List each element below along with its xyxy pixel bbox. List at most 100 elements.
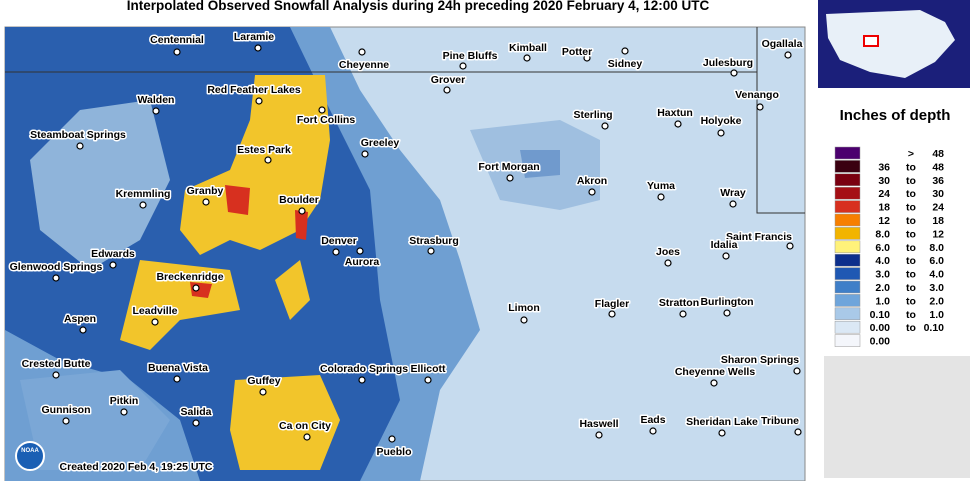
city-label: Saint Francis (726, 231, 792, 243)
legend-label: 6.0 (875, 242, 890, 254)
noaa-logo (15, 441, 45, 471)
city-dot (388, 435, 396, 443)
legend-swatch (834, 200, 861, 213)
city-label: Flagler (595, 298, 629, 310)
city-dot (664, 259, 672, 267)
legend-label: 36 (932, 175, 944, 187)
city-label: Guffey (247, 375, 280, 387)
city-label: Strasburg (409, 235, 459, 247)
city-dot (427, 247, 435, 255)
legend-label: 18 (878, 202, 890, 214)
city-dot (424, 376, 432, 384)
city-dot (520, 316, 528, 324)
city-label: Laramie (234, 31, 274, 43)
snow-light-west (30, 100, 170, 270)
legend-label: to (906, 322, 916, 334)
city-label: Salida (181, 406, 212, 418)
city-dot (588, 188, 596, 196)
city-label: Eads (640, 414, 665, 426)
city-dot (523, 54, 531, 62)
city-dot (784, 51, 792, 59)
city-label: Glenwood Springs (10, 261, 103, 273)
city-label: Kimball (509, 42, 547, 54)
legend-label: 8.0 (875, 228, 890, 240)
city-dot (79, 326, 87, 334)
city-dot (608, 310, 616, 318)
inset-map (818, 0, 970, 88)
city-dot (621, 47, 629, 55)
legend-swatch (834, 240, 861, 254)
legend-label: 8.0 (929, 242, 944, 254)
city-label: Crested Butte (22, 358, 91, 370)
legend-label: to (906, 228, 916, 240)
city-label: Aspen (64, 313, 96, 325)
city-label: Wray (720, 187, 746, 199)
city-label: Colorado Springs (320, 363, 408, 375)
city-dot (601, 122, 609, 130)
city-label: Sheridan Lake (686, 416, 758, 428)
snow-8-12-d (275, 260, 310, 320)
legend-label: to (906, 188, 916, 200)
city-dot (139, 201, 147, 209)
city-label: Gunnison (42, 404, 91, 416)
city-label: Centennial (150, 34, 204, 46)
city-dot (76, 142, 84, 150)
legend-swatch (834, 160, 861, 173)
city-dot (583, 54, 591, 62)
city-dot (356, 247, 364, 255)
city-dot (361, 150, 369, 158)
city-label: Idalia (711, 239, 738, 251)
city-dot (254, 44, 262, 52)
legend-label: 4.0 (929, 269, 944, 281)
city-dot (151, 318, 159, 326)
city-label: Fort Morgan (478, 161, 539, 173)
snow-plains (470, 120, 600, 210)
city-label: Burlington (700, 296, 753, 308)
city-label: Limon (508, 302, 540, 314)
city-label: Julesburg (703, 57, 753, 69)
city-dot (729, 200, 737, 208)
legend-label: to (906, 242, 916, 254)
city-label: Ogallala (762, 38, 803, 50)
credit: Created 2020 Feb 4, 19:25 UTC (60, 461, 213, 473)
city-label: Grover (431, 74, 465, 86)
city-dot (786, 242, 794, 250)
state-border (5, 27, 805, 214)
snow-8-12-b (120, 260, 240, 350)
city-label: Steamboat Springs (30, 129, 126, 141)
city-dot (255, 97, 263, 105)
legend-swatch (834, 320, 861, 334)
legend-label: 0.00 (870, 322, 891, 334)
legend-label: 24 (932, 202, 944, 214)
city-dot (173, 375, 181, 383)
city-label: Haswell (579, 418, 618, 430)
city-label: Greeley (361, 137, 400, 149)
city-dot (52, 274, 60, 282)
legend-swatch (834, 227, 861, 240)
city-dot (794, 428, 802, 436)
legend-swatch (834, 307, 861, 321)
city-dot (303, 433, 311, 441)
city-dot (674, 120, 682, 128)
city-dot (657, 193, 665, 201)
city-label: Red Feather Lakes (207, 84, 301, 96)
city-dot (52, 371, 60, 379)
city-dot (730, 69, 738, 77)
city-dot (358, 48, 366, 56)
legend-label: 6.0 (929, 255, 944, 267)
legend-label: 0.10 (870, 309, 891, 321)
legend-swatch (834, 267, 861, 280)
legend-label: 12 (878, 215, 890, 227)
city-dot (710, 379, 718, 387)
city-label: Pine Bluffs (443, 50, 498, 62)
city-dot (62, 417, 70, 425)
legend-swatch (834, 253, 861, 267)
legend-label: > (908, 148, 914, 160)
city-dot (109, 261, 117, 269)
city-dot (679, 310, 687, 318)
legend-label: 0.10 (924, 322, 945, 334)
city-label: Haxtun (657, 107, 693, 119)
city-dot (723, 309, 731, 317)
